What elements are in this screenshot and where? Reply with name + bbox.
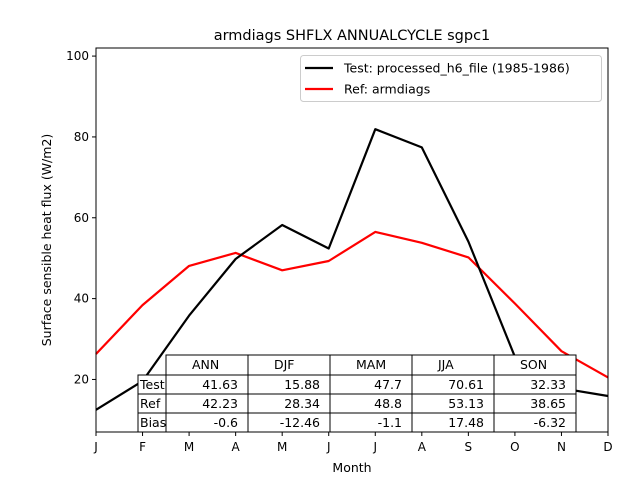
- table-column-label: JJA: [437, 357, 454, 372]
- x-tick-label: O: [510, 440, 519, 454]
- table-cell-value: -12.46: [280, 415, 320, 430]
- x-tick-label: J: [372, 440, 377, 454]
- table-column-label: MAM: [356, 357, 386, 372]
- x-tick-label: F: [139, 440, 146, 454]
- table-body-bg: [138, 375, 576, 432]
- plot-frame: [95, 47, 609, 433]
- x-tick-label: S: [465, 440, 473, 454]
- x-tick-label: A: [232, 440, 241, 454]
- x-tick-label: J: [93, 440, 98, 454]
- x-tick-label: N: [557, 440, 566, 454]
- table-row-label: Ref: [140, 396, 161, 411]
- y-tick-label: 40: [74, 292, 89, 306]
- table-column-label: SON: [520, 357, 547, 372]
- legend-box: [300, 55, 602, 102]
- table-cell-value: 48.8: [374, 396, 402, 411]
- table-header-bg: [166, 355, 576, 375]
- table-row-label: Bias: [140, 415, 166, 430]
- x-axis-label: Month: [332, 460, 371, 475]
- table-cell-value: 47.7: [374, 377, 402, 392]
- x-tick-label: M: [277, 440, 287, 454]
- x-tick-label: M: [184, 440, 194, 454]
- table-row-label: Test: [139, 377, 165, 392]
- table-column-label: ANN: [192, 357, 219, 372]
- ref-series-line: [95, 230, 609, 379]
- x-tick-label: A: [418, 440, 427, 454]
- table-cell-value: -6.32: [534, 415, 566, 430]
- table-cell-value: -0.6: [214, 415, 238, 430]
- table-cell-value: 38.65: [530, 396, 566, 411]
- table-cell-value: 28.34: [284, 396, 320, 411]
- x-tick-label: D: [603, 440, 612, 454]
- y-tick-label: 20: [74, 372, 89, 386]
- table-column-label: DJF: [274, 357, 295, 372]
- y-tick-label: 100: [66, 49, 89, 63]
- y-tick-label: 60: [74, 211, 89, 225]
- table-cell-value: -1.1: [378, 415, 402, 430]
- chart-title: armdiags SHFLX ANNUALCYCLE sgpc1: [214, 28, 491, 44]
- y-tick-label: 80: [74, 130, 89, 144]
- x-tick-label: J: [326, 440, 331, 454]
- table-cell-value: 32.33: [530, 377, 566, 392]
- table-cell-value: 70.61: [448, 377, 484, 392]
- legend-label: Ref: armdiags: [344, 82, 430, 97]
- table-cell-value: 41.63: [202, 377, 238, 392]
- table-cell-value: 17.48: [448, 415, 484, 430]
- table-cell-value: 15.88: [284, 377, 320, 392]
- legend-label: Test: processed_h6_file (1985-1986): [343, 61, 570, 76]
- table-cell-value: 42.23: [202, 396, 238, 411]
- y-axis-label: Surface sensible heat flux (W/m2): [39, 134, 54, 347]
- table-cell-value: 53.13: [448, 396, 484, 411]
